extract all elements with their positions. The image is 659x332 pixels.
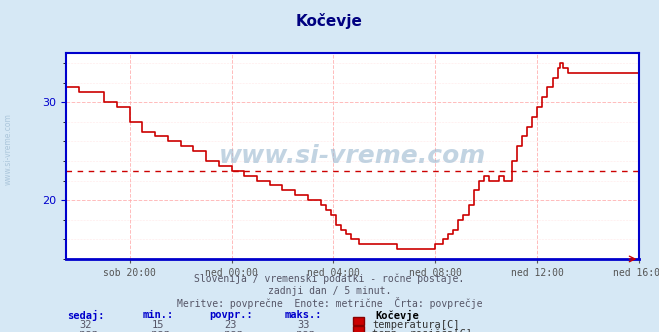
Text: zadnji dan / 5 minut.: zadnji dan / 5 minut.	[268, 286, 391, 295]
Text: www.si-vreme.com: www.si-vreme.com	[3, 114, 13, 185]
Text: sedaj:: sedaj:	[67, 310, 104, 321]
Text: Meritve: povprečne  Enote: metrične  Črta: povprečje: Meritve: povprečne Enote: metrične Črta:…	[177, 297, 482, 309]
Text: 15: 15	[152, 320, 164, 330]
Text: povpr.:: povpr.:	[209, 310, 252, 320]
Text: maks.:: maks.:	[285, 310, 322, 320]
Text: 32: 32	[80, 320, 92, 330]
Text: -nan: -nan	[218, 329, 243, 332]
Text: temperatura[C]: temperatura[C]	[372, 320, 460, 330]
Text: Kočevje: Kočevje	[296, 13, 363, 29]
Text: www.si-vreme.com: www.si-vreme.com	[219, 144, 486, 168]
Text: Slovenija / vremenski podatki - ročne postaje.: Slovenija / vremenski podatki - ročne po…	[194, 274, 465, 285]
Text: temp. rosišča[C]: temp. rosišča[C]	[372, 329, 473, 332]
Text: -nan: -nan	[146, 329, 171, 332]
Text: 33: 33	[297, 320, 309, 330]
Text: min.:: min.:	[142, 310, 174, 320]
Text: -nan: -nan	[291, 329, 316, 332]
Text: Kočevje: Kočevje	[376, 310, 419, 321]
Text: 23: 23	[225, 320, 237, 330]
Text: -nan: -nan	[73, 329, 98, 332]
